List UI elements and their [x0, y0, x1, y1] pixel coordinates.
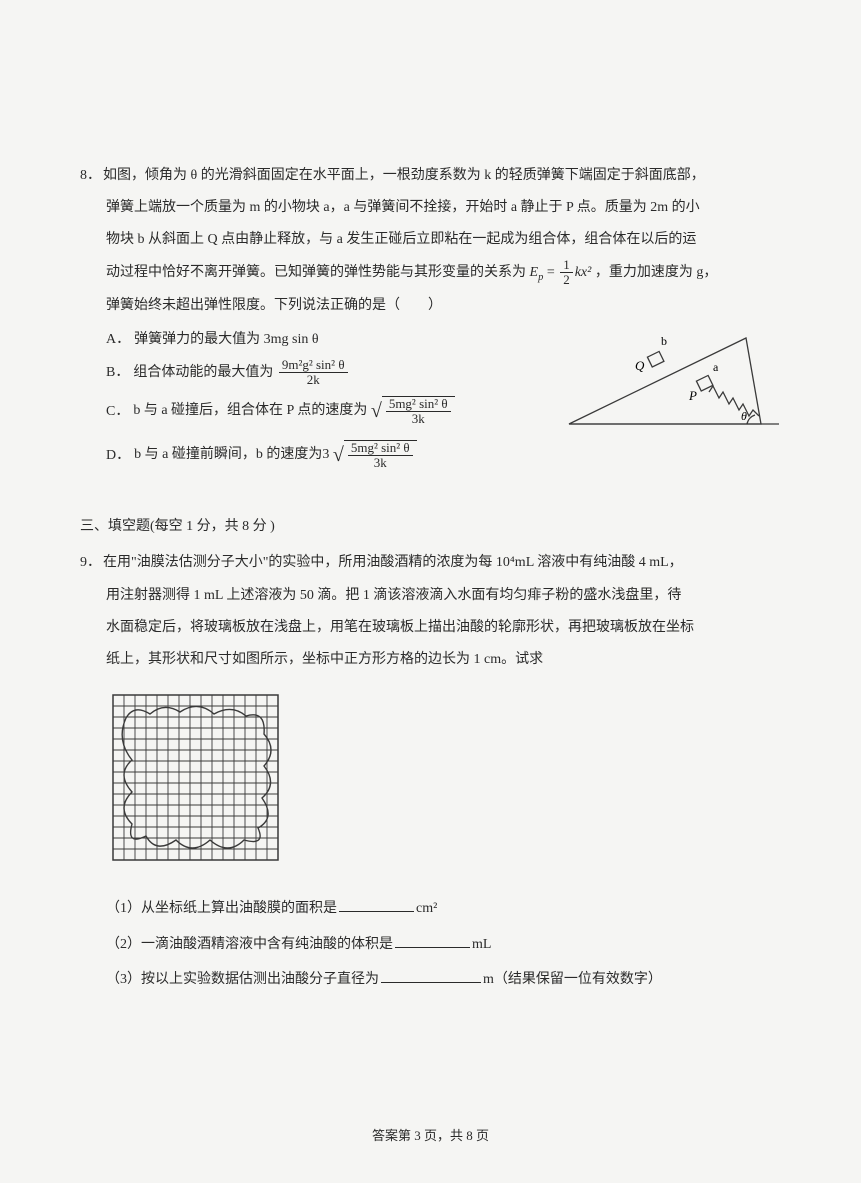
q9-line3: 水面稳定后，将玻璃板放在浅盘上，用笔在玻璃板上描出油酸的轮廓形状，再把玻璃板放在… [80, 612, 786, 644]
question-8: 8． 如图，倾角为 θ 的光滑斜面固定在水平面上，一根劲度系数为 k 的轻质弹簧… [80, 160, 786, 479]
q8-option-c: C．b 与 a 碰撞后，组合体在 P 点的速度为 √5mg² sin² θ3k [106, 391, 561, 431]
svg-text:b: b [661, 334, 667, 348]
svg-text:a: a [713, 360, 719, 374]
q9-sub1: （1）从坐标纸上算出油酸膜的面积是cm² [106, 893, 786, 925]
svg-text:P: P [688, 388, 697, 403]
q9-line4: 纸上，其形状和尺寸如图所示，坐标中正方形方格的边长为 1 cm。试求 [80, 644, 786, 676]
q8-option-d: D．b 与 a 碰撞前瞬间，b 的速度为3 √5mg² sin² θ3k [106, 435, 561, 475]
q8-line5: 弹簧始终未超出弹性限度。下列说法正确的是（ ） [80, 290, 786, 322]
question-9: 9． 在用"油膜法估测分子大小"的实验中，所用油酸酒精的浓度为每 10⁴mL 溶… [80, 547, 786, 996]
q9-number: 9． [80, 547, 101, 579]
page-footer: 答案第 3 页，共 8 页 [0, 1121, 861, 1151]
q8-figure: b Q a P θ [561, 322, 786, 449]
q8-ep-fraction: 12 [560, 258, 573, 288]
q8-number: 8． [80, 160, 101, 192]
q9-figure [106, 688, 786, 881]
q8-line1: 如图，倾角为 θ 的光滑斜面固定在水平面上，一根劲度系数为 k 的轻质弹簧下端固… [103, 160, 705, 192]
q9-line1: 在用"油膜法估测分子大小"的实验中，所用油酸酒精的浓度为每 10⁴mL 溶液中有… [103, 547, 683, 579]
q8-options: A．弹簧弹力的最大值为 3mg sin θ B．组合体动能的最大值为 9m²g²… [80, 322, 561, 480]
q8-option-a: A．弹簧弹力的最大值为 3mg sin θ [106, 326, 561, 354]
q8-line2: 弹簧上端放一个质量为 m 的小物块 a，a 与弹簧间不拴接，开始时 a 静止于 … [80, 192, 786, 224]
blank-area [339, 897, 414, 912]
q8-line3: 物块 b 从斜面上 Q 点由静止释放，与 a 发生正碰后立即粘在一起成为组合体，… [80, 224, 786, 256]
blank-volume [395, 932, 470, 947]
q8-line4: 动过程中恰好不离开弹簧。已知弹簧的弹性势能与其形变量的关系为 Ep = 12kx… [80, 257, 786, 290]
blank-diameter [381, 967, 481, 982]
q8-option-b: B．组合体动能的最大值为 9m²g² sin² θ2k [106, 358, 561, 388]
section-3-title: 三、填空题(每空 1 分，共 8 分 ) [80, 511, 786, 543]
svg-text:Q: Q [635, 358, 645, 373]
q9-line2: 用注射器测得 1 mL 上述溶液为 50 滴。把 1 滴该溶液滴入水面有均匀痱子… [80, 580, 786, 612]
q9-sub2: （2）一滴油酸酒精溶液中含有纯油酸的体积是mL [106, 929, 786, 961]
q9-sub3: （3）按以上实验数据估测出油酸分子直径为m（结果保留一位有效数字） [106, 964, 786, 996]
svg-text:θ: θ [741, 409, 747, 423]
